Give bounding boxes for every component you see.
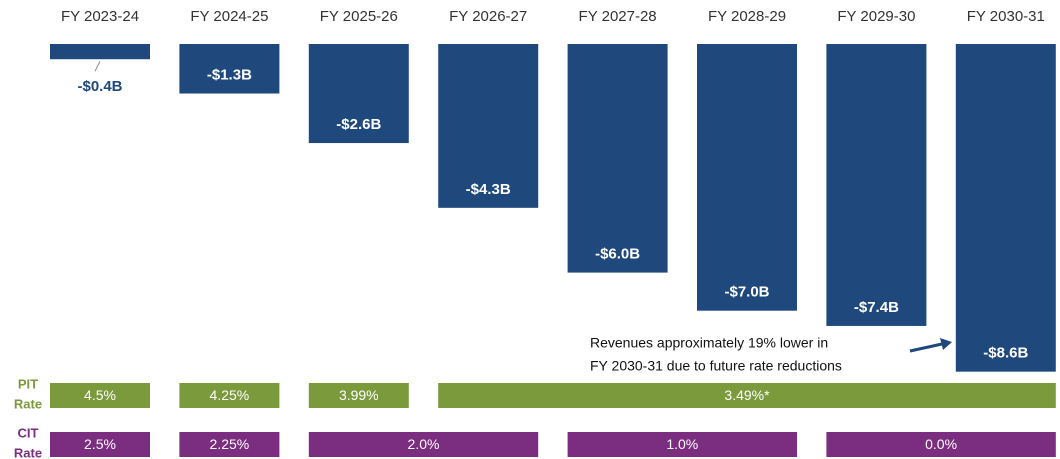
row-label: Rate: [14, 396, 42, 411]
value-label: -$1.3B: [207, 66, 252, 83]
rate-segment: [50, 432, 150, 457]
bar: [308, 44, 409, 144]
bar: [697, 44, 797, 311]
rate-label: 4.5%: [84, 387, 116, 403]
value-label: -$7.4B: [854, 299, 899, 316]
annotation: FY 2030-31 due to future rate reductions: [590, 358, 842, 374]
rate-label: 4.25%: [210, 387, 250, 403]
value-label: -$6.0B: [595, 246, 640, 263]
annotation-arrow: [909, 342, 943, 353]
x-tick-label: FY 2024-25: [190, 8, 268, 25]
rate-segment: [308, 383, 409, 408]
bar: [438, 44, 539, 208]
value-label: -$7.0B: [724, 284, 769, 301]
rate-segment: [826, 432, 1056, 457]
arrow-head: [940, 338, 952, 350]
rate-label: 2.25%: [210, 436, 250, 452]
bar: [567, 44, 668, 273]
value-label: -$2.6B: [336, 116, 381, 133]
x-tick-label: FY 2030-31: [967, 8, 1045, 25]
rate-label: 2.5%: [84, 436, 116, 452]
rate-segment: [308, 432, 539, 457]
row-label: Rate: [14, 445, 42, 459]
value-label: -$4.3B: [466, 181, 511, 198]
x-tick-label: FY 2026-27: [449, 8, 527, 25]
x-tick-label: FY 2025-26: [320, 8, 398, 25]
rate-label: 3.49%*: [724, 387, 770, 403]
rate-segment: [438, 383, 1056, 408]
x-tick-label: FY 2028-29: [708, 8, 786, 25]
bar: [179, 44, 280, 94]
row-label: CIT: [18, 425, 39, 440]
rate-segment: [179, 383, 280, 408]
annotation: Revenues approximately 19% lower in: [590, 335, 828, 351]
bar: [50, 44, 150, 60]
rate-label: 2.0%: [408, 436, 440, 452]
rate-label: 1.0%: [666, 436, 698, 452]
rate-label: 0.0%: [925, 436, 957, 452]
leader-line: [94, 61, 101, 72]
rate-label: 3.99%: [339, 387, 379, 403]
x-tick-label: FY 2027-28: [579, 8, 657, 25]
rate-segment: [567, 432, 797, 457]
row-label: PIT: [18, 376, 38, 391]
value-label: -$0.4B: [77, 78, 122, 95]
value-label: -$8.6B: [983, 345, 1028, 362]
x-tick-label: FY 2029-30: [837, 8, 915, 25]
rate-segment: [179, 432, 280, 457]
x-tick-label: FY 2023-24: [61, 8, 139, 25]
bar: [955, 44, 1056, 372]
rate-segment: [50, 383, 150, 408]
bar: [826, 44, 927, 326]
